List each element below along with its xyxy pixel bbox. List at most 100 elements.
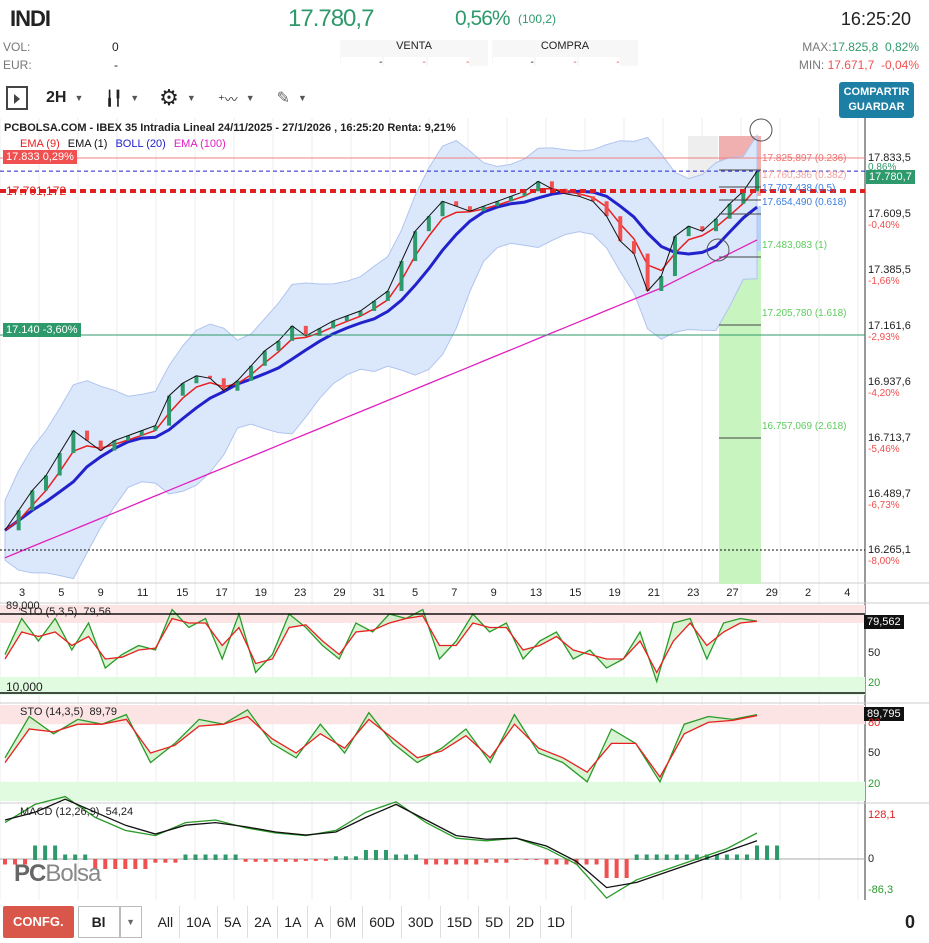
- range-button[interactable]: 10A: [180, 906, 219, 938]
- macd-histogram-bar: [444, 859, 449, 865]
- save-label[interactable]: GUARDAR: [848, 101, 905, 113]
- interval-select[interactable]: 2H: [46, 89, 67, 106]
- chevron-down-icon[interactable]: ▼: [119, 906, 142, 938]
- drawing-pencil-icon[interactable]: ✎: [276, 90, 291, 107]
- range-button[interactable]: 60D: [363, 906, 402, 938]
- level-tag: 17.701,172: [6, 184, 67, 198]
- macd-histogram-bar: [594, 859, 599, 865]
- macd-histogram-bar: [43, 845, 48, 860]
- share-save-button[interactable]: COMPARTIR GUARDAR: [839, 82, 914, 118]
- x-axis-label: 11: [136, 587, 149, 599]
- range-button[interactable]: 2D: [510, 906, 542, 938]
- range-button[interactable]: 30D: [402, 906, 441, 938]
- candle: [549, 181, 554, 189]
- macd-histogram-bar: [524, 859, 529, 860]
- macd-histogram-bar: [414, 854, 419, 860]
- panel-toggle-icon[interactable]: [6, 86, 28, 110]
- macd-histogram-bar: [775, 845, 780, 860]
- share-label[interactable]: COMPARTIR: [843, 86, 910, 98]
- range-button[interactable]: A: [308, 906, 331, 938]
- candle: [249, 365, 254, 381]
- fib-label: 17.825,897 (0.236): [762, 153, 847, 164]
- x-axis-label: 19: [608, 587, 621, 599]
- candle: [495, 201, 500, 207]
- range-button[interactable]: 1D: [541, 906, 572, 938]
- chevron-down-icon[interactable]: ▼: [186, 93, 196, 103]
- chart-type-select[interactable]: Bl: [77, 906, 120, 938]
- sell-cell: -: [341, 57, 383, 71]
- chart-area[interactable]: [0, 118, 929, 903]
- sell-cell: -: [384, 57, 426, 71]
- oversold-zone: [0, 781, 865, 801]
- legend-item[interactable]: EMA (1): [67, 138, 108, 150]
- range-button[interactable]: 15D: [441, 906, 480, 938]
- sto1-upper: 89,000: [6, 600, 40, 612]
- level-tag: 17.140 -3,60%: [3, 323, 81, 337]
- x-axis-label: 17: [215, 587, 228, 599]
- y-axis-pct: -4,20%: [868, 388, 900, 399]
- range-button[interactable]: 2A: [248, 906, 279, 938]
- macd-histogram-bar: [604, 859, 609, 878]
- macd-histogram-bar: [734, 854, 739, 860]
- macd-histogram-bar: [544, 859, 549, 865]
- x-axis-label: 19: [254, 587, 268, 599]
- candle: [221, 378, 226, 391]
- legend-item[interactable]: EMA (9): [20, 138, 60, 150]
- macd-histogram-bar: [303, 859, 308, 861]
- legend-item[interactable]: BOLL (20): [115, 138, 166, 150]
- range-button[interactable]: 5D: [479, 906, 511, 938]
- symbol: INDI: [10, 6, 51, 31]
- last-pct: 0,86%: [868, 162, 897, 173]
- candle: [139, 430, 144, 436]
- chevron-down-icon[interactable]: ▼: [245, 93, 255, 103]
- sto-20: 20: [868, 677, 881, 689]
- range-button[interactable]: 1A: [278, 906, 309, 938]
- macd-histogram-bar: [33, 845, 38, 860]
- macd-histogram-bar: [243, 859, 248, 862]
- macd-histogram-bar: [13, 859, 18, 865]
- candle: [645, 253, 650, 292]
- boll-mid-line: [4, 189, 758, 532]
- x-axis-label: 15: [176, 587, 189, 599]
- macd-histogram-bar: [664, 854, 669, 860]
- candle: [358, 310, 363, 316]
- macd-histogram-bar: [554, 859, 559, 865]
- range-button[interactable]: All: [152, 906, 181, 938]
- candle: [686, 226, 691, 237]
- range-button[interactable]: 5A: [218, 906, 249, 938]
- candlestick-icon[interactable]: ╽╿: [105, 89, 123, 106]
- indicator-icon[interactable]: ⁺〰: [217, 91, 238, 107]
- macd-histogram-bar: [3, 859, 7, 865]
- y-axis-label: 16.937,6: [868, 376, 911, 388]
- fib-label: 17.707,438 (0.5): [762, 183, 836, 194]
- legend-item[interactable]: EMA (100): [173, 138, 226, 150]
- sto2-50: 50: [868, 747, 881, 759]
- gear-icon[interactable]: ⚙: [159, 85, 179, 110]
- macd-histogram-bar: [63, 854, 68, 860]
- macd-histogram-bar: [684, 854, 689, 860]
- macd-histogram-bar: [53, 845, 58, 860]
- chevron-down-icon[interactable]: ▼: [74, 93, 84, 103]
- macd-histogram-bar: [23, 859, 28, 865]
- sto1-value: 79,56: [83, 606, 111, 618]
- macd-histogram-bar: [363, 850, 368, 860]
- config-button[interactable]: CONFG.: [3, 906, 74, 938]
- candle: [522, 191, 527, 197]
- macd-histogram-bar: [103, 859, 108, 869]
- counter: 0: [904, 912, 915, 932]
- x-axis-label: 2: [805, 587, 812, 599]
- chevron-down-icon[interactable]: ▼: [298, 93, 307, 103]
- candle: [590, 196, 595, 202]
- macd-bottom: -86,3: [868, 884, 894, 896]
- sto2-value: 89,79: [89, 706, 118, 718]
- candle: [385, 291, 390, 301]
- fib-label: 17.483,083 (1): [762, 240, 828, 251]
- range-button[interactable]: 6M: [331, 906, 364, 938]
- chevron-down-icon[interactable]: ▼: [130, 93, 140, 103]
- macd-histogram-bar: [744, 854, 749, 860]
- x-axis-label: 29: [765, 587, 778, 599]
- macd-histogram-bar: [634, 854, 639, 860]
- macd-histogram-bar: [113, 859, 118, 869]
- sto2-k-line: [4, 708, 758, 784]
- macd-histogram-bar: [494, 859, 499, 863]
